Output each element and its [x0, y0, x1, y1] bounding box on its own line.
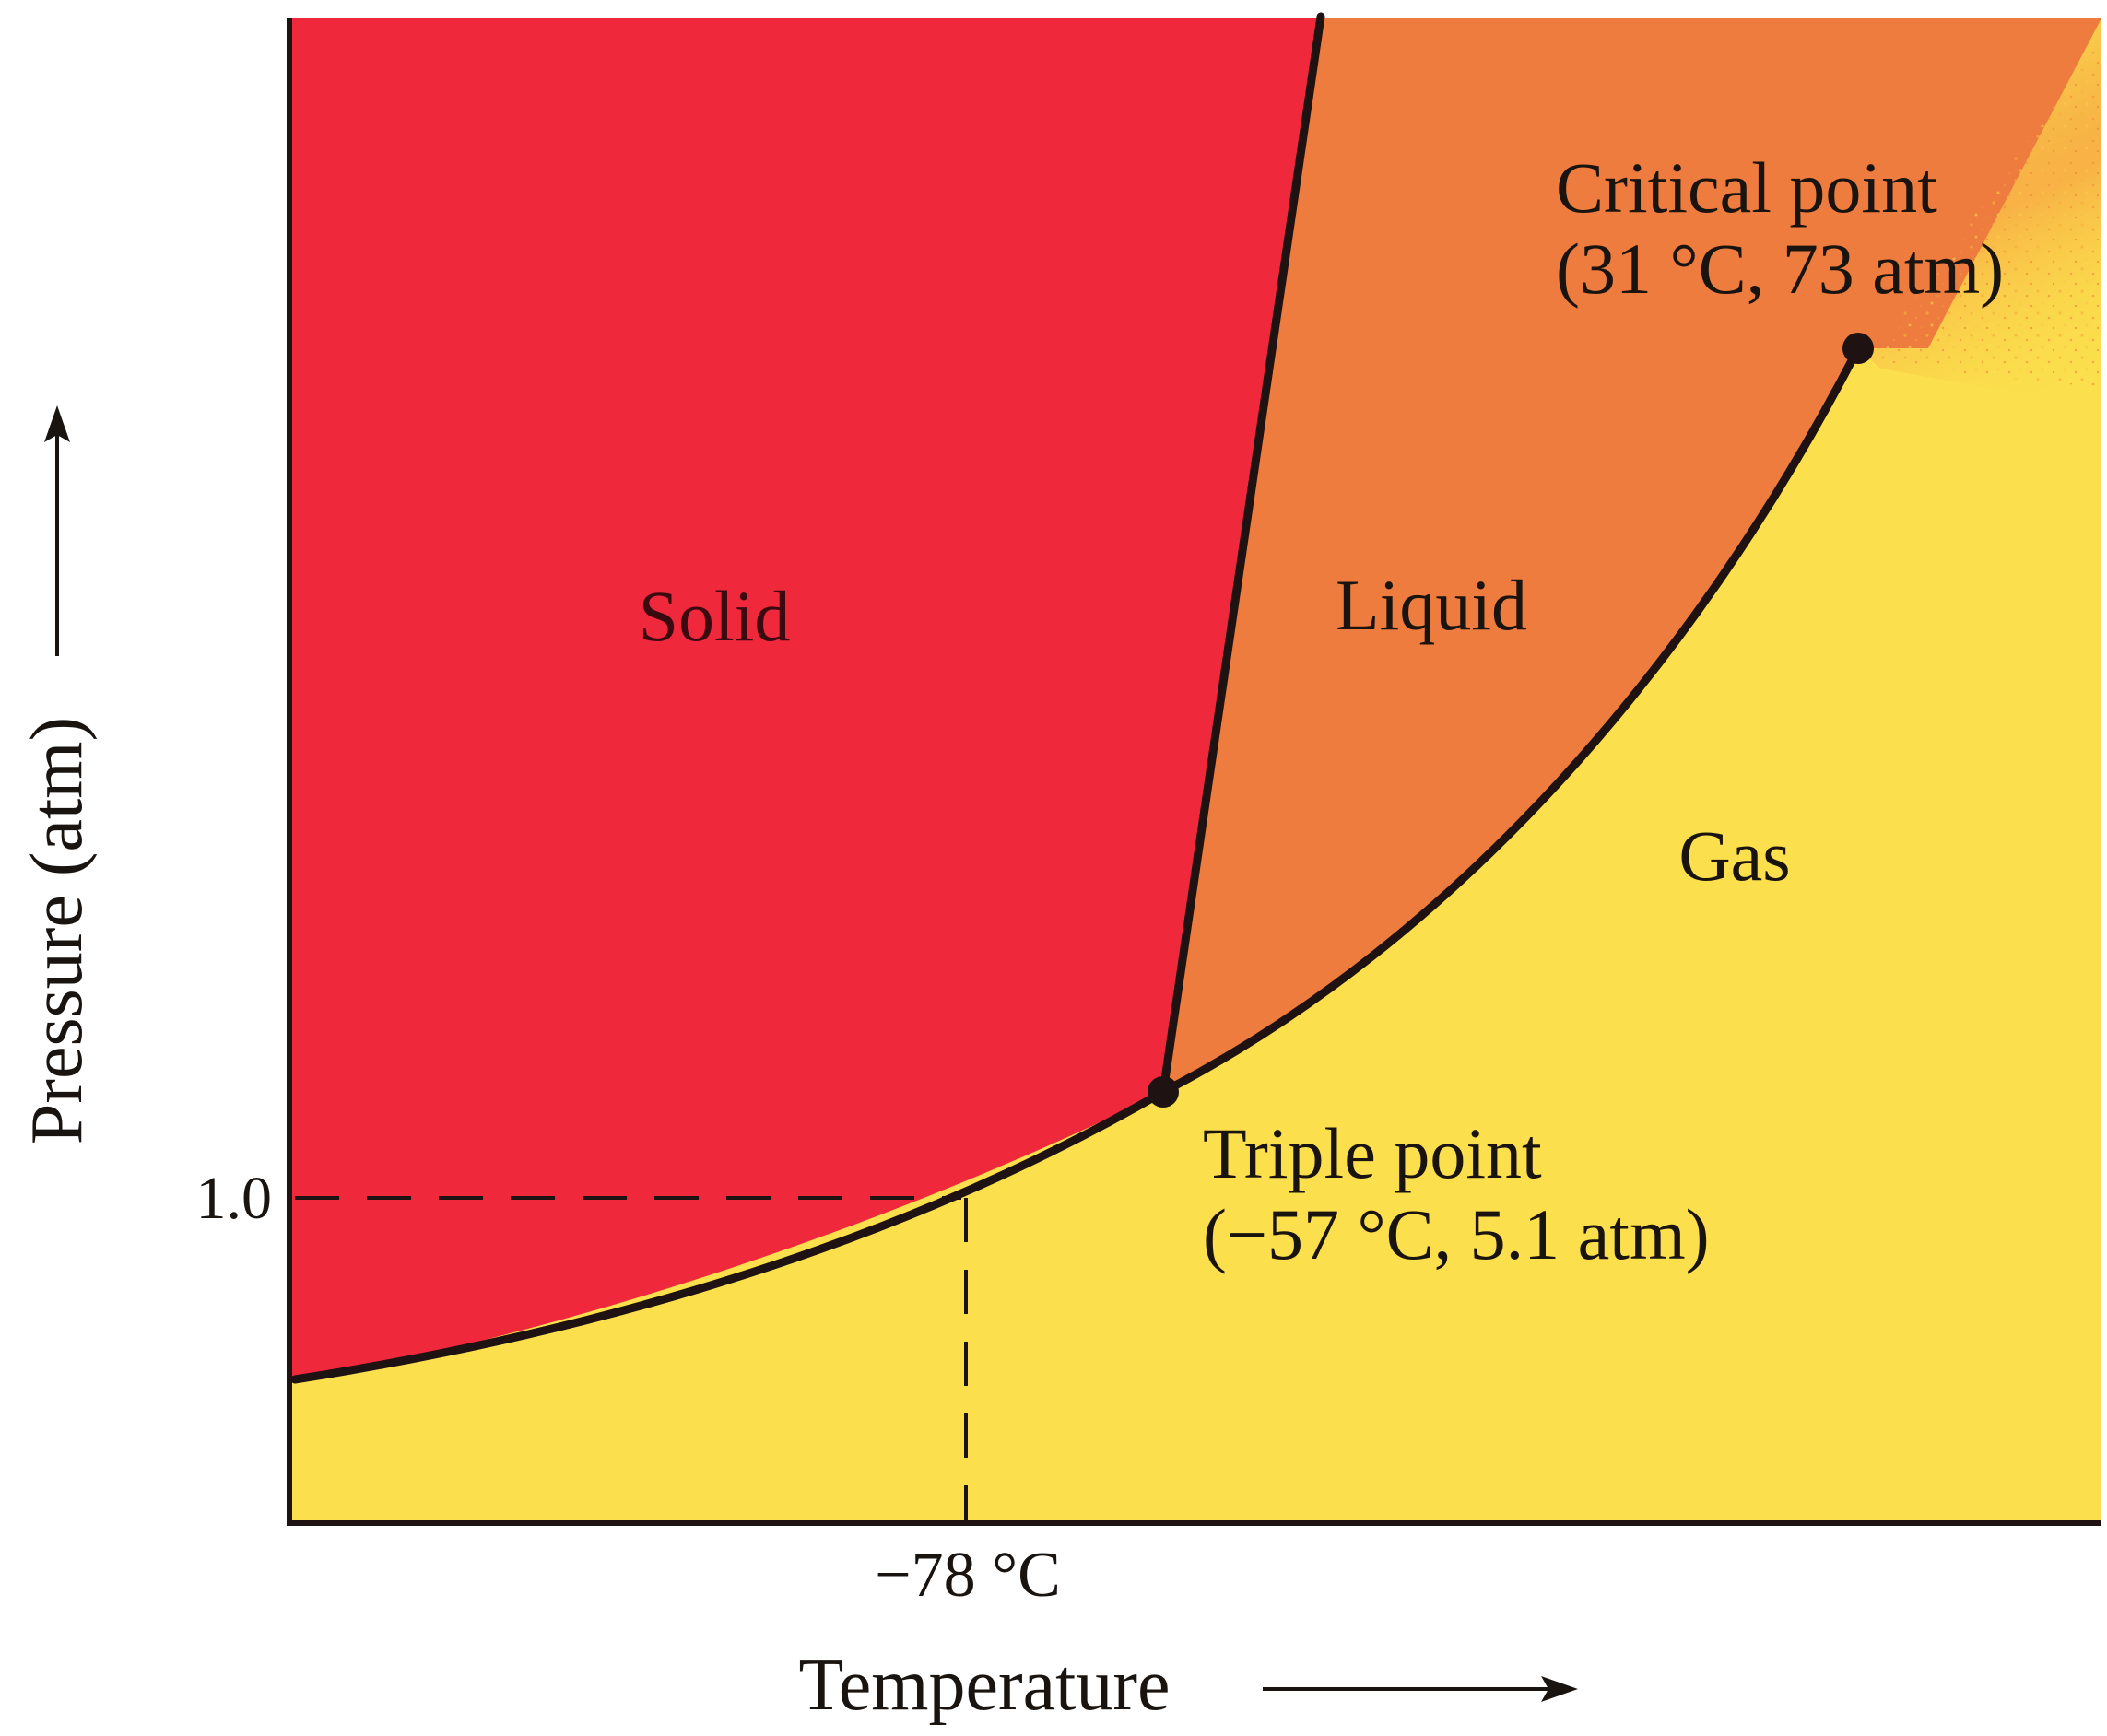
solid-label: Solid: [639, 576, 791, 656]
melting-curve: [1159, 12, 1325, 1097]
triple-point-marker: [1148, 1076, 1179, 1108]
y-axis-arrow: [44, 405, 70, 656]
x-tick-minus-78: −78 °C: [875, 1540, 1061, 1611]
liquid-label: Liquid: [1336, 565, 1527, 645]
x-axis-title: Temperature: [798, 1645, 1170, 1726]
liquid-region: [1163, 18, 2101, 1092]
plot-area: [289, 18, 2101, 1523]
critical-point-label: Critical point: [1556, 147, 1937, 228]
y-axis-title: Pressure (atm): [17, 717, 98, 1144]
y-tick-1-0: 1.0: [196, 1165, 273, 1232]
critical-point-coords: (31 °C, 73 atm): [1556, 229, 2004, 309]
supercritical-speckle: [1871, 37, 2101, 387]
critical-point-marker: [1842, 333, 1874, 364]
solid-region: [289, 18, 1321, 1382]
sublimation-curve: [290, 1087, 1168, 1384]
vaporization-curve: [1159, 344, 1863, 1097]
triple-point-label: Triple point: [1203, 1113, 1542, 1193]
gas-label: Gas: [1678, 815, 1790, 896]
x-axis-arrow: [1263, 1676, 1578, 1702]
axis-frame: [287, 18, 2101, 1526]
triple-point-coords: (−57 °C, 5.1 atm): [1203, 1194, 1710, 1274]
